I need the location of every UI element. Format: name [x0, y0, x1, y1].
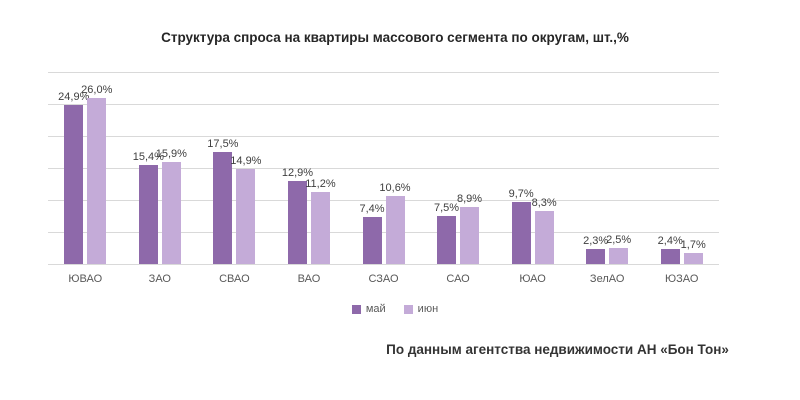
legend-label-june: июн — [417, 303, 439, 315]
bar-июн-СВАО — [236, 168, 256, 264]
legend-swatch-may — [351, 304, 361, 314]
bar-value-label: 9,7% — [508, 187, 534, 200]
legend-swatch-june — [403, 304, 413, 314]
category-label-ВАО: ВАО — [297, 273, 321, 285]
bar-value-label: 7,5% — [434, 202, 460, 214]
legend-label-may: май — [365, 303, 386, 315]
category-label-ЗелАО: ЗелАО — [589, 273, 625, 285]
bar-value-label: 7,4% — [359, 202, 385, 215]
bar-value-label: 10,6% — [379, 182, 411, 195]
bar-value-label: 14,9% — [230, 154, 262, 167]
category-label-ЗАО: ЗАО — [148, 273, 171, 285]
category-label-САО: САО — [446, 273, 470, 285]
bar-value-label: 8,3% — [531, 196, 557, 209]
bar-value-label: 2,3% — [583, 235, 609, 248]
bar-июн-ЮАО — [534, 210, 554, 264]
bar-июн-САО — [460, 207, 480, 264]
bar-июн-СЗАО — [385, 196, 405, 264]
bar-value-label: 8,9% — [457, 193, 483, 206]
bar-май-ЮЗАО — [660, 248, 680, 264]
bar-value-label: 12,9% — [281, 167, 314, 180]
bar-июн-ЮЗАО — [683, 253, 703, 264]
bar-июн-ЮВАО — [87, 97, 107, 264]
gridline — [48, 72, 719, 73]
bar-май-ВАО — [287, 181, 307, 264]
bar-value-label: 26,0% — [81, 83, 113, 96]
legend-item-may: май — [351, 303, 386, 315]
bar-май-ЗелАО — [586, 249, 606, 264]
source-note: По данным агентства недвижимости АН «Бон… — [386, 342, 729, 357]
bar-value-label: 17,5% — [207, 138, 239, 150]
bar-май-СЗАО — [362, 216, 382, 264]
bar-май-САО — [437, 216, 457, 264]
category-label-ЮВАО: ЮВАО — [68, 273, 103, 285]
chart-title: Структура спроса на квартиры массового с… — [161, 30, 629, 45]
plot-area: 24,9% 15,4% 17,5% 12,9% 7,4% 7,5% 9,7% 2,3% 2,4%… — [48, 72, 719, 285]
gridline — [48, 264, 719, 265]
bar-value-label: 15,4% — [132, 151, 164, 164]
gridline — [48, 200, 719, 201]
category-label-СВАО: СВАО — [219, 273, 250, 285]
gridline — [48, 136, 719, 137]
bar-value-label: 2,4% — [657, 234, 683, 247]
bar-value-label: 2,5% — [606, 234, 632, 246]
bar-май-ЗАО — [138, 165, 158, 264]
gridline — [48, 104, 719, 105]
bar-май-ЮВАО — [64, 104, 84, 264]
bar-value-label: 24,9% — [58, 90, 90, 103]
bar-июн-ЗелАО — [609, 248, 629, 264]
gridline — [48, 168, 719, 169]
bar-июн-ВАО — [310, 192, 330, 264]
chart-legend: май июн — [0, 303, 790, 315]
bar-value-label: 11,2% — [305, 178, 336, 191]
legend-item-june: июн — [403, 303, 439, 315]
category-label-СЗАО: СЗАО — [368, 273, 399, 285]
category-label-ЮЗАО: ЮЗАО — [665, 273, 699, 285]
bar-май-СВАО — [213, 152, 233, 264]
category-label-ЮАО: ЮАО — [519, 273, 546, 285]
bar-value-label: 15,9% — [155, 148, 187, 161]
bar-июн-ЗАО — [161, 162, 181, 264]
gridline — [48, 232, 719, 233]
bar-value-label: 1,7% — [680, 239, 706, 252]
bar-май-ЮАО — [511, 201, 531, 264]
